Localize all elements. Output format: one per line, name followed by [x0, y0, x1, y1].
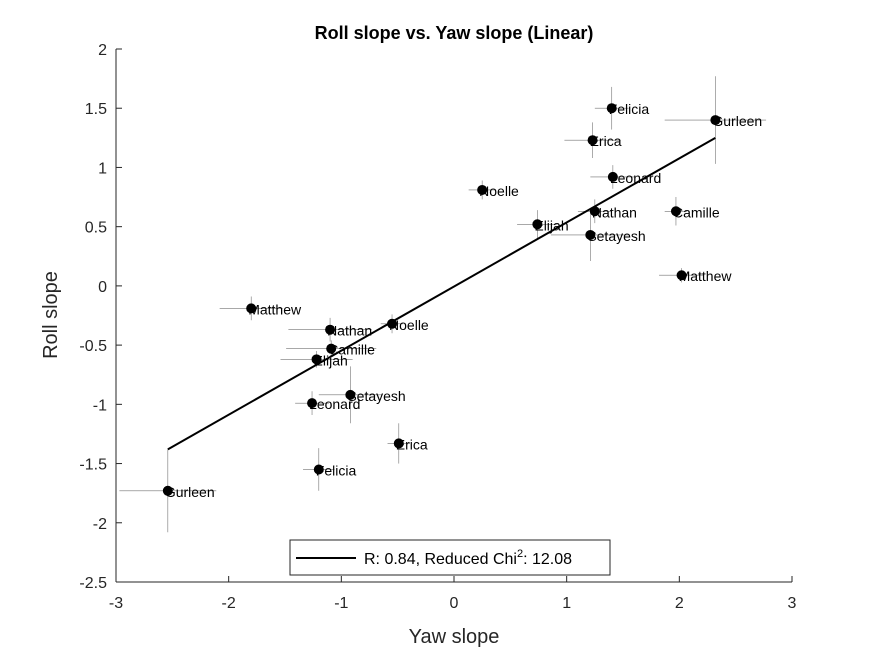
data-point — [326, 343, 337, 354]
point-label: Gurleen — [165, 484, 215, 500]
y-tick-label: -2 — [93, 516, 107, 533]
point-label: Noelle — [389, 317, 429, 333]
data-point — [670, 206, 681, 217]
y-tick-label: 2 — [98, 42, 107, 59]
data-point — [387, 318, 398, 329]
point-label: Setayesh — [587, 228, 645, 244]
y-tick-label: 1 — [98, 160, 107, 177]
y-tick-label: 0.5 — [85, 220, 107, 237]
point-label: Camille — [673, 204, 720, 220]
x-axis-label: Yaw slope — [409, 626, 500, 648]
x-tick-label: 0 — [450, 595, 459, 612]
y-tick-label: -1 — [93, 397, 107, 414]
data-point — [313, 464, 324, 475]
point-label: Felicia — [609, 101, 650, 117]
data-point — [345, 389, 356, 400]
x-tick-label: 2 — [675, 595, 684, 612]
point-label: Camille — [328, 342, 375, 358]
data-point — [585, 229, 596, 240]
data-points — [162, 103, 721, 496]
y-tick-label: -0.5 — [79, 338, 107, 355]
y-tick-label: -1.5 — [79, 457, 107, 474]
point-label: Erica — [396, 436, 428, 452]
chart-title: Roll slope vs. Yaw slope (Linear) — [315, 23, 594, 43]
x-tick-label: 1 — [562, 595, 571, 612]
point-label: Felicia — [316, 462, 357, 478]
point-labels: Felicia Gurleen Erica Leonard Noelle Nathan Ca… — [165, 101, 762, 500]
data-point — [311, 354, 322, 365]
data-point — [676, 270, 687, 281]
data-point — [307, 398, 318, 409]
point-label: Nathan — [327, 323, 372, 339]
point-label: Leonard — [610, 170, 661, 186]
point-label: Elijah — [314, 352, 348, 368]
point-label: Setayesh — [347, 388, 405, 404]
data-point — [246, 303, 257, 314]
y-tick-label: 1.5 — [85, 101, 107, 118]
y-axis-label: Roll slope — [40, 271, 62, 359]
data-point — [589, 206, 600, 217]
legend-superscript: 2 — [517, 548, 523, 560]
legend-entry: R: 0.84, Reduced Chi2: 12.08 — [364, 548, 572, 568]
point-label: Matthew — [248, 301, 302, 317]
point-label: Noelle — [479, 183, 519, 199]
point-label: Erica — [590, 133, 622, 149]
data-point — [710, 115, 721, 126]
data-point — [325, 324, 336, 335]
data-point — [532, 219, 543, 230]
point-label: Leonard — [309, 396, 360, 412]
point-label: Matthew — [679, 268, 733, 284]
fit-line — [167, 136, 716, 451]
plot-area — [116, 49, 792, 582]
x-tick-label: -2 — [222, 595, 236, 612]
point-label: Nathan — [592, 204, 637, 220]
data-point — [477, 184, 488, 195]
y-tick-label: -2.5 — [79, 575, 107, 592]
legend: R: 0.84, Reduced Chi2: 12.08 — [289, 539, 611, 576]
point-label: Elijah — [534, 217, 568, 233]
point-label: Gurleen — [712, 113, 762, 129]
data-point — [162, 485, 173, 496]
x-tick-label: -1 — [334, 595, 348, 612]
data-point — [587, 135, 598, 146]
legend-suffix: : 12.08 — [523, 551, 572, 568]
data-point — [607, 171, 618, 182]
x-tick-label: 3 — [788, 595, 797, 612]
x-tick-label: -3 — [109, 595, 123, 612]
data-point — [606, 103, 617, 114]
data-point — [393, 438, 404, 449]
axes: -3 -2 -1 0 1 2 3 -2.5 -2 -1.5 -1 -0.5 0 0.5 1 1.5 2 — [79, 42, 796, 612]
y-tick-label: 0 — [98, 279, 107, 296]
legend-prefix: R: 0.84, Reduced Chi — [364, 551, 517, 568]
